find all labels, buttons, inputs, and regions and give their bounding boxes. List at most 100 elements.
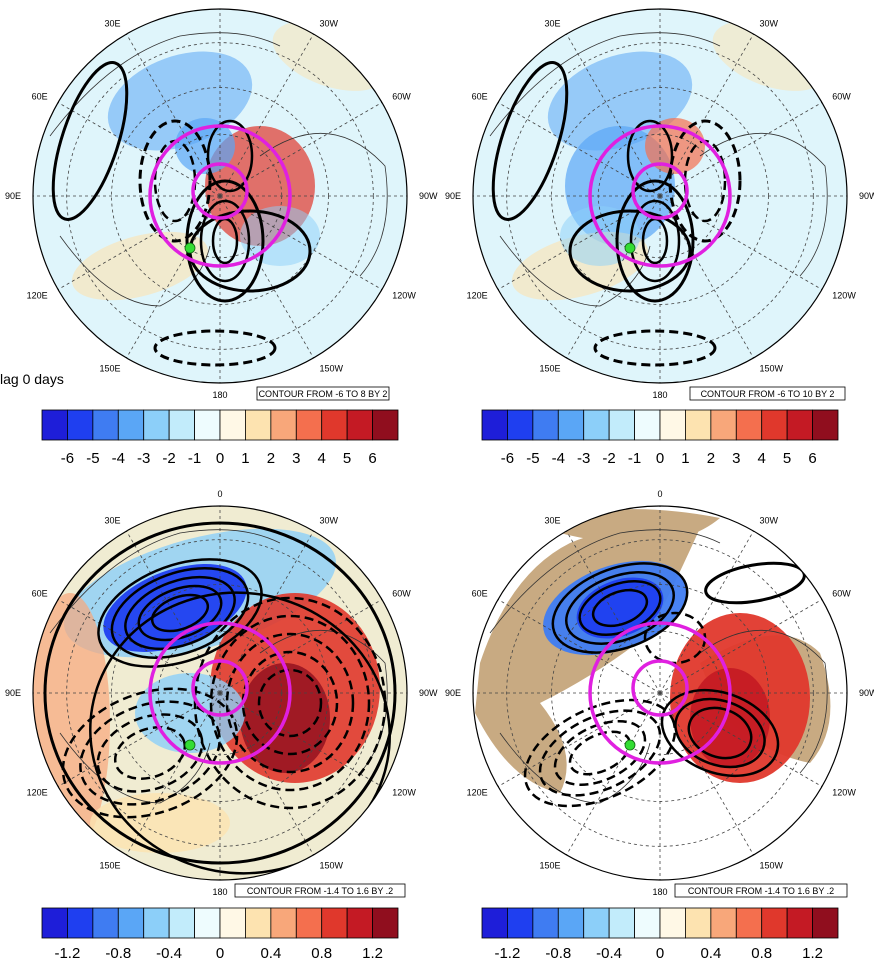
colorbar-swatch (270, 409, 297, 441)
colorbar-tick-label: -2 (602, 450, 615, 467)
colorbar-swatch (372, 907, 399, 939)
inner-ring (631, 659, 689, 717)
longitude-label: 120E (467, 291, 488, 301)
colorbar-tick-label: -1 (628, 450, 641, 467)
contour-line (523, 698, 677, 808)
contour-info-box (689, 386, 846, 401)
longitude-label: 30W (760, 19, 779, 29)
contour-line (591, 588, 649, 628)
contour-line (615, 179, 695, 303)
contour-line (553, 719, 647, 787)
colorbar-tick-label: 5 (343, 450, 351, 467)
colorbar-tick-label: 0 (656, 945, 664, 962)
longitude-label: 30W (320, 19, 339, 29)
colorbar-tick-label: 6 (368, 450, 376, 467)
outer-ring (148, 621, 292, 765)
coastline (59, 235, 211, 307)
meridian-line (219, 692, 314, 856)
longitude-label: 0 (217, 0, 222, 2)
coastline (489, 32, 721, 137)
longitude-label: 120W (832, 291, 856, 301)
longitude-label: 150E (539, 860, 560, 870)
colorbar-swatch (321, 907, 348, 939)
contour-line (565, 571, 675, 645)
coastline (59, 732, 211, 804)
colorbar-swatch (346, 409, 373, 441)
colorbar-tick-label: 3 (732, 450, 740, 467)
contour-info: CONTOUR FROM -1.4 TO 1.6 BY .2 (247, 886, 393, 896)
longitude-label: 30E (104, 516, 120, 526)
colorbar-swatch (685, 409, 712, 441)
colorbar-swatch (295, 907, 323, 939)
contour-line (668, 119, 742, 243)
inner-ring (191, 659, 249, 717)
colorbar-tick-label: -3 (577, 450, 590, 467)
longitude-label: 60E (32, 589, 48, 599)
map-border (32, 8, 408, 384)
map-border (472, 8, 848, 384)
longitude-label: 0 (657, 0, 662, 2)
station-marker (624, 739, 636, 751)
map-border (32, 505, 408, 881)
contour-line (593, 329, 717, 367)
colorbar-swatch (194, 409, 221, 441)
colorbar-tick-label: -1 (188, 450, 201, 467)
contour-info: CONTOUR FROM -6 TO 8 BY 2 (259, 389, 388, 399)
colorbar-tick-label: -0.4 (156, 945, 182, 962)
contour-line (51, 61, 129, 221)
colorbar-swatch (761, 907, 788, 939)
longitude-label: 0 (217, 489, 222, 499)
colorbar-tick-label: -0.8 (545, 945, 571, 962)
colorbar-tick-label: 5 (783, 450, 791, 467)
longitude-label: 30W (320, 516, 339, 526)
coastline (259, 629, 388, 774)
colorbar-swatch (245, 907, 272, 939)
map-border (472, 505, 848, 881)
longitude-label: 0 (657, 489, 662, 499)
colorbar: -1.2 -0.8 -0.4 0 0.4 0.8 1.2 (481, 907, 839, 962)
colorbar: -1.2 -0.8 -0.4 0 0.4 0.8 1.2 (41, 907, 399, 962)
colorbar-swatch (710, 409, 737, 441)
longitude-label: 90E (445, 191, 461, 201)
colorbar-tick-label: -5 (86, 450, 99, 467)
colorbar-swatch (270, 907, 297, 939)
colorbar-tick-label: -6 (501, 450, 514, 467)
longitude-label: 60E (472, 92, 488, 102)
map-panel: 0 30W 60W 90W 120W 150W 180 150E 120E 90E 60E 30E CO… (445, 0, 874, 467)
longitude-label: 90W (859, 688, 874, 698)
colorbar-swatch (786, 907, 813, 939)
colorbar-tick-label: 0.8 (751, 945, 772, 962)
longitude-label: 30W (760, 516, 779, 526)
colorbar-tick-label: 0 (216, 945, 224, 962)
shading-region (90, 793, 230, 853)
coastline (699, 132, 828, 277)
colorbar-swatch (372, 409, 399, 441)
longitude-label: 180 (652, 390, 667, 400)
meridian-line (219, 692, 383, 787)
station-marker (184, 242, 196, 254)
station-marker (184, 739, 196, 751)
colorbar: -6 -5 -4 -3 -2 -1 0 1 2 3 4 5 6 (41, 409, 399, 467)
contour-line (629, 199, 681, 283)
colorbar-swatch (659, 907, 686, 939)
longitude-label: 180 (652, 887, 667, 897)
colorbar-swatch (295, 409, 323, 441)
contour-line (61, 687, 239, 819)
colorbar-tick-label: -1.2 (54, 945, 80, 962)
colorbar-tick-label: -1.2 (494, 945, 520, 962)
longitude-label: 60E (32, 92, 48, 102)
meridian-line (57, 599, 221, 694)
longitude-label: 120W (392, 291, 416, 301)
contour-line (225, 632, 355, 774)
colorbar-swatch (481, 907, 508, 939)
colorbar-swatch (219, 409, 246, 441)
meridian-line (566, 692, 661, 856)
longitude-label: 90W (859, 191, 874, 201)
contour-line (97, 558, 263, 668)
contour-line (89, 591, 391, 875)
colorbar-tick-label: -6 (61, 450, 74, 467)
colorbar-tick-label: 1 (681, 450, 689, 467)
meridian-line (219, 195, 314, 359)
colorbar-tick-label: 1.2 (802, 945, 823, 962)
meridian-line (659, 102, 823, 197)
